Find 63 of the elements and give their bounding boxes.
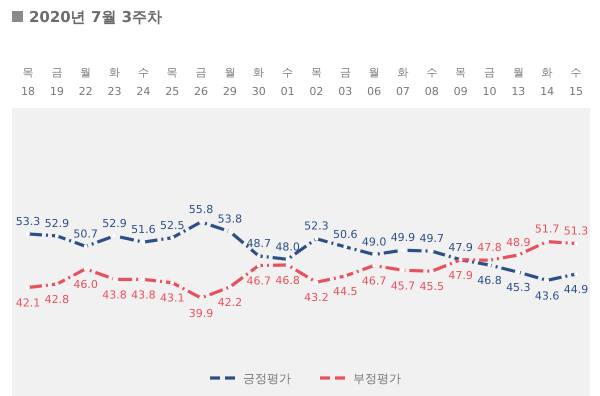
data-label: 43.1 [160, 292, 184, 305]
data-label: 51.7 [534, 222, 560, 236]
data-label: 46.0 [73, 278, 98, 291]
x-tick-label: 화 30 [252, 66, 266, 98]
data-label: 45.7 [390, 279, 416, 292]
data-label: 44.9 [564, 283, 588, 296]
data-label: 49.7 [420, 232, 444, 246]
data-label: 48.7 [246, 236, 271, 250]
x-tick-label: 수 01 [280, 66, 295, 98]
data-label: 43.8 [131, 288, 156, 302]
x-tick-label: 목 02 [309, 66, 324, 98]
data-label: 46.7 [362, 274, 386, 288]
x-tick-label: 목 25 [165, 66, 180, 98]
data-label: 46.7 [246, 274, 271, 288]
x-tick-label: 목 18 [21, 66, 35, 98]
data-label: 43.8 [102, 288, 127, 302]
data-label: 55.8 [188, 203, 214, 216]
data-label: 52.9 [44, 216, 70, 230]
chart-title: 2020년 7월 3주차 [29, 8, 162, 26]
data-label: 43.6 [534, 289, 560, 302]
data-label: 46.8 [477, 274, 502, 288]
x-tick-label: 목 09 [454, 66, 468, 98]
data-label: 49.9 [390, 231, 416, 244]
x-tick-label: 금 19 [50, 66, 64, 98]
data-label: 45.3 [506, 281, 531, 294]
data-label: 47.9 [448, 268, 473, 282]
data-label: 51.3 [564, 224, 588, 238]
data-label: 52.9 [102, 216, 127, 230]
data-label: 47.8 [477, 241, 502, 254]
data-label: 43.2 [304, 291, 329, 304]
data-label: 49.0 [362, 236, 386, 249]
data-label: 52.5 [160, 218, 184, 232]
data-label: 48.9 [506, 236, 531, 249]
data-label: 39.9 [188, 307, 214, 320]
data-label: 47.9 [448, 240, 473, 254]
x-tick-label: 월 29 [222, 66, 237, 98]
data-label: 50.6 [333, 228, 358, 241]
data-label: 51.6 [131, 223, 156, 236]
x-tick-label: 금 26 [194, 66, 208, 98]
data-label: 53.8 [218, 212, 242, 226]
x-tick-label: 수 08 [424, 66, 439, 98]
x-tick-label: 금 03 [338, 66, 352, 98]
data-label: 42.8 [44, 293, 70, 306]
x-tick-label: 월 13 [511, 66, 526, 98]
x-tick-label: 화 23 [108, 66, 122, 98]
data-label: 45.5 [420, 280, 444, 294]
data-label: 44.5 [333, 285, 358, 298]
data-label: 48.0 [275, 240, 300, 254]
x-tick-label: 월 22 [78, 66, 93, 98]
data-label: 46.8 [275, 274, 300, 288]
x-tick-label: 수 24 [136, 66, 150, 98]
legend-label: 긍정평가 [243, 372, 291, 386]
data-label: 53.3 [16, 214, 40, 228]
data-label: 42.2 [218, 296, 242, 310]
x-tick-label: 수 15 [569, 66, 583, 98]
data-label: 42.1 [16, 296, 40, 310]
data-label: 50.7 [73, 227, 98, 240]
x-tick-label: 월 06 [367, 66, 382, 98]
legend-label: 부정평가 [353, 372, 401, 386]
x-tick-label: 금 10 [482, 66, 496, 98]
data-label: 52.3 [304, 220, 329, 233]
x-tick-label: 화 07 [396, 66, 410, 98]
x-tick-label: 화 14 [540, 66, 554, 98]
